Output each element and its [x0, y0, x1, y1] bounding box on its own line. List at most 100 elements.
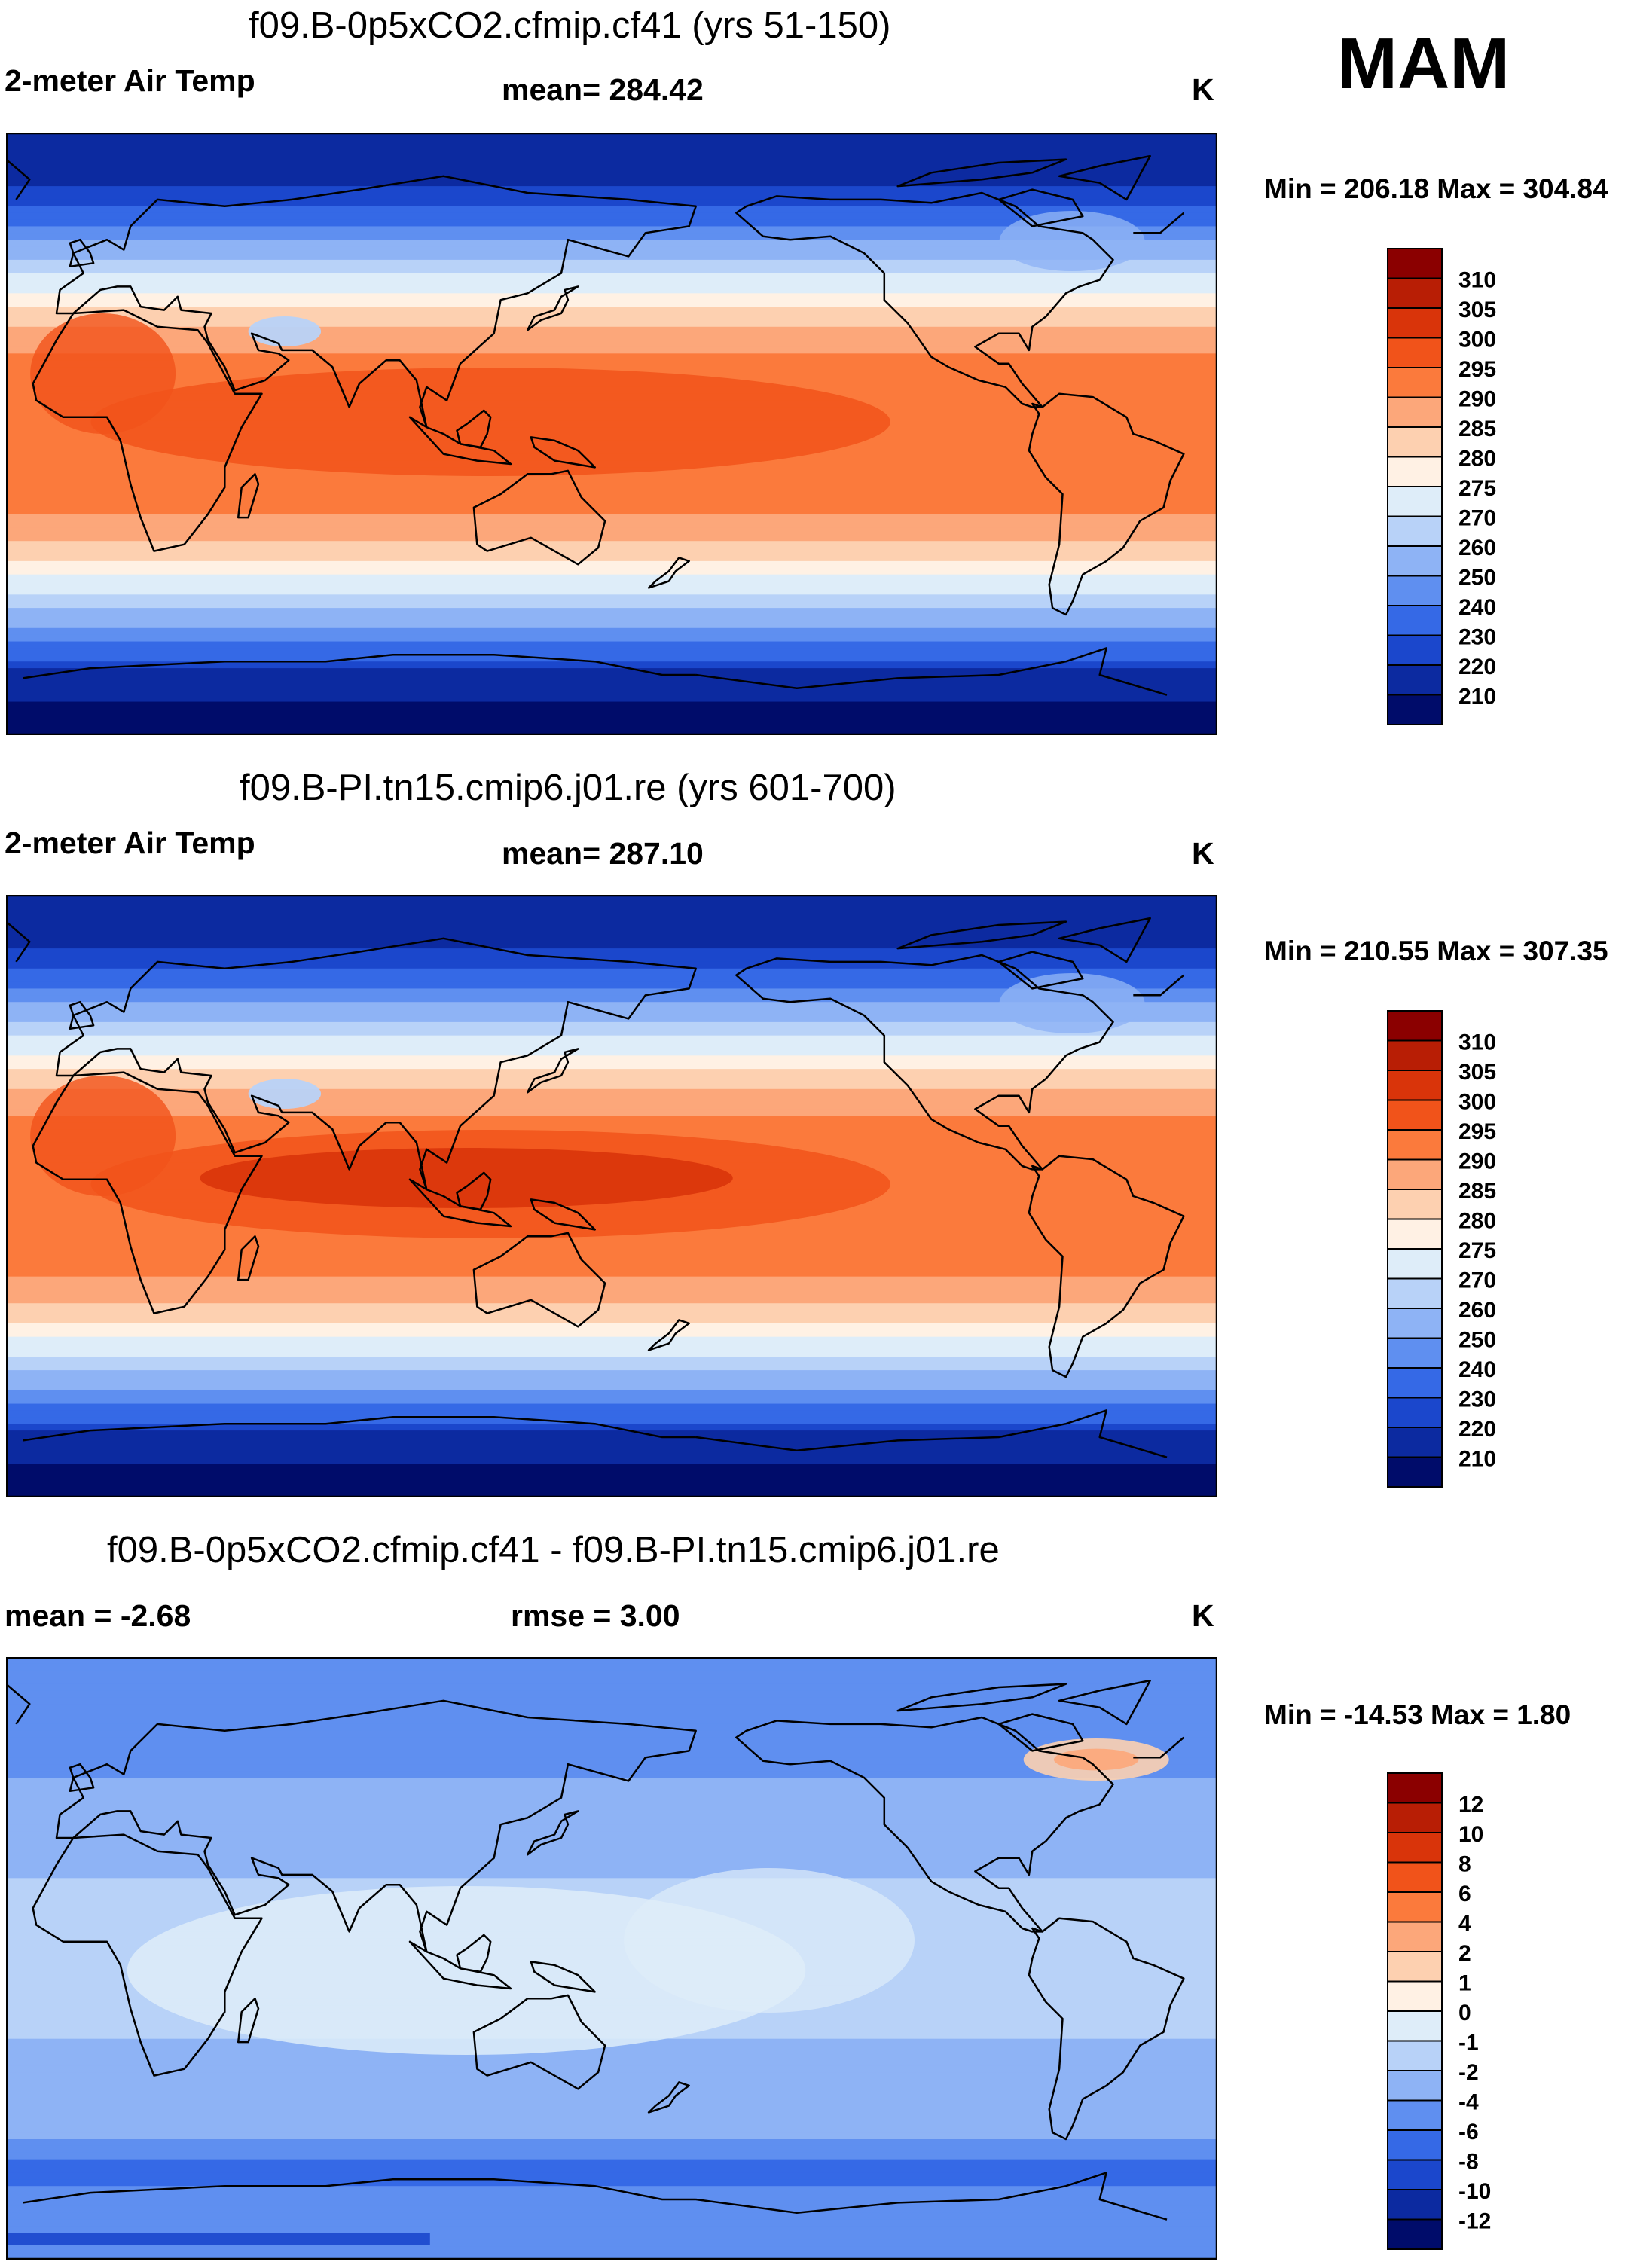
- temperature-band: [6, 527, 1217, 535]
- coastline-baffin: [997, 951, 1084, 990]
- panel-3-left-label: mean = -2.68: [5, 1598, 191, 1633]
- temperature-band: [6, 1457, 1217, 1465]
- temperature-band: [6, 307, 1217, 314]
- temperature-band: [6, 2212, 1217, 2221]
- colorbar-tick-label: 6: [1458, 1882, 1471, 1906]
- coastline-newguinea: [530, 1961, 596, 1993]
- temperature-band: [6, 286, 1217, 294]
- temperature-band: [6, 152, 1217, 160]
- temperature-band: [6, 634, 1217, 643]
- coastline-australia: [472, 1994, 606, 2090]
- temperature-band: [6, 988, 1217, 996]
- temperature-band: [6, 259, 1217, 267]
- temperature-band: [6, 1677, 1217, 1685]
- colorbar-tick-label: 250: [1458, 566, 1496, 591]
- temperature-band: [6, 1236, 1217, 1244]
- temperature-band: [6, 1283, 1217, 1290]
- coastline-australia: [472, 1232, 606, 1328]
- colorbar-tick-label: 290: [1458, 387, 1496, 412]
- panel-1-colorbar: 310 305 300 295 290 285 280 275 270 260 250 240 230 2…: [1387, 248, 1496, 725]
- temperature-band: [6, 942, 1217, 949]
- colorbar-tick-label: 300: [1458, 328, 1496, 353]
- colorbar-box: [1387, 277, 1443, 309]
- colorbar-tick-label: 300: [1458, 1090, 1496, 1115]
- temperature-band: [6, 206, 1217, 214]
- temperature-band: [6, 1697, 1217, 1705]
- temperature-band: [6, 2159, 1217, 2167]
- colorbar-box: [1387, 2010, 1443, 2042]
- panel-2-colorbar: 310 305 300 295 290 285 280 275 270 260 250 240 230 2…: [1387, 1010, 1496, 1488]
- temperature-band: [6, 567, 1217, 575]
- coastline-uk: [69, 1763, 95, 1793]
- temperature-band: [6, 2126, 1217, 2133]
- temperature-band: [6, 581, 1217, 588]
- colorbar-tick-label: -1: [1458, 2031, 1479, 2056]
- temperature-band: [6, 1303, 1217, 1311]
- coastline-eurasia: [55, 1699, 697, 1953]
- temperature-band: [6, 293, 1217, 301]
- temperature-band: [6, 2205, 1217, 2214]
- temperature-band: [6, 2219, 1217, 2227]
- temperature-band: [6, 2132, 1217, 2140]
- temperature-band: [6, 1857, 1217, 1866]
- temperature-band: [6, 594, 1217, 602]
- temperature-band: [6, 253, 1217, 261]
- coastline-borneo: [456, 1934, 492, 1973]
- colorbar-box: [1387, 307, 1443, 339]
- coastline-antarctica: [23, 2172, 1168, 2221]
- temperature-band: [6, 1350, 1217, 1357]
- temperature-band: [6, 534, 1217, 542]
- coastline-madagascar: [237, 1998, 260, 2044]
- coastline-namerica: [735, 954, 1114, 1171]
- colorbar-tick-label: 275: [1458, 1238, 1496, 1263]
- temperature-band: [6, 2193, 1217, 2200]
- colorbar-tick-label: 250: [1458, 1328, 1496, 1353]
- colorbar-box: [1387, 1832, 1443, 1864]
- temperature-band: [6, 621, 1217, 629]
- temperature-band: [6, 1397, 1217, 1405]
- anomaly-cold-antarctic: [6, 2233, 430, 2245]
- colorbar-tick-label: -2: [1458, 2060, 1479, 2085]
- temperature-band: [6, 139, 1217, 147]
- colorbar-tick-label: 8: [1458, 1852, 1471, 1877]
- temperature-band: [6, 675, 1217, 682]
- temperature-band: [6, 1109, 1217, 1116]
- temperature-band: [6, 955, 1217, 963]
- temperature-band: [6, 2199, 1217, 2207]
- temperature-band: [6, 1410, 1217, 1418]
- temperature-band: [6, 615, 1217, 622]
- temperature-band: [6, 1021, 1217, 1030]
- temperature-band: [6, 1417, 1217, 1424]
- temperature-band: [6, 1723, 1217, 1732]
- colorbar-box: [1387, 2189, 1443, 2221]
- colorbar-box: [1387, 605, 1443, 636]
- colorbar-box: [1387, 1397, 1443, 1428]
- season-label: MAM: [1337, 23, 1510, 104]
- panel-2-left-label: 2-meter Air Temp: [5, 826, 255, 860]
- panel-1-center-label: mean= 284.42: [502, 72, 704, 107]
- temperature-band: [6, 1363, 1217, 1371]
- colorbar-box: [1387, 248, 1443, 279]
- temperature-band: [6, 145, 1217, 154]
- temperature-band: [6, 608, 1217, 615]
- temperature-band: [6, 1804, 1217, 1812]
- temperature-band: [6, 1711, 1217, 1718]
- colorbar-tick-label: 240: [1458, 1357, 1496, 1382]
- coastline-uk: [69, 238, 95, 268]
- temperature-band: [6, 1329, 1217, 1338]
- temperature-band: [6, 641, 1217, 649]
- colorbar-box: [1387, 1218, 1443, 1250]
- colorbar-box: [1387, 1039, 1443, 1071]
- temperature-band: [6, 2105, 1217, 2113]
- temperature-band: [6, 708, 1217, 716]
- colorbar-tick-label: -10: [1458, 2179, 1491, 2204]
- temperature-band: [6, 715, 1217, 722]
- colorbar-tick-label: 305: [1458, 1060, 1496, 1085]
- coastline-australia: [472, 469, 606, 566]
- temperature-band: [6, 219, 1217, 227]
- greenland-cold: [999, 211, 1145, 271]
- panel-3-center-label: rmse = 3.00: [511, 1598, 680, 1633]
- temperature-band: [6, 701, 1217, 709]
- colorbar-tick-label: 1: [1458, 1971, 1471, 1996]
- temperature-band: [6, 1663, 1217, 1671]
